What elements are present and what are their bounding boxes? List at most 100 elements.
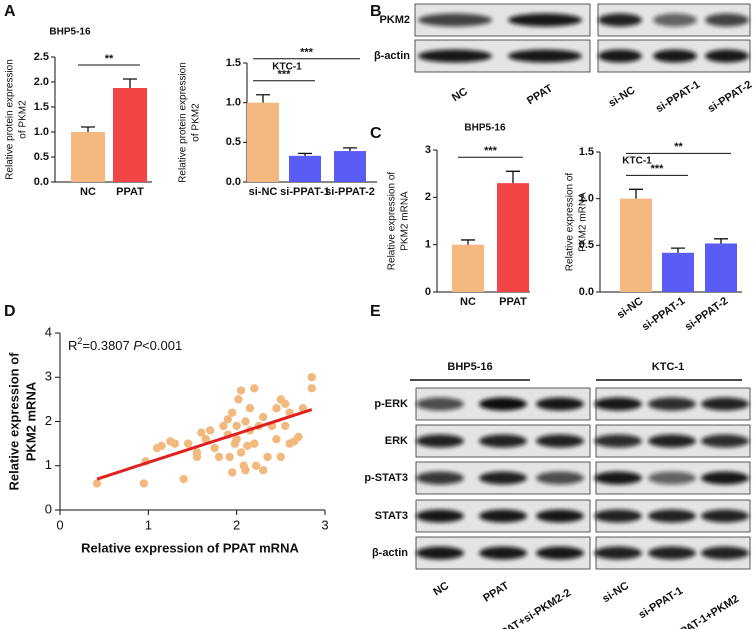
blot-band	[701, 397, 749, 411]
point	[236, 448, 246, 457]
annotation-part: P	[133, 338, 142, 353]
point	[251, 461, 261, 470]
y-tick-label: 1	[425, 239, 431, 251]
row-label: PKM2	[379, 14, 410, 26]
bar	[620, 198, 652, 292]
blot-band	[701, 546, 749, 560]
y-tick-label: 1.5	[579, 146, 594, 158]
annotation-part: R	[68, 338, 77, 353]
point	[258, 412, 268, 422]
point	[219, 421, 228, 431]
significance-label: ***	[300, 47, 314, 59]
column-label: NC	[450, 86, 470, 105]
row-label: STAT3	[375, 510, 408, 522]
y-tick-label: 4	[45, 324, 52, 339]
y-axis-label: Relative protein expression	[5, 59, 16, 180]
point	[201, 435, 210, 444]
fit-line	[96, 408, 313, 481]
blot-band	[479, 434, 527, 448]
x-axis-label: Relative expression of PPAT mRNA	[81, 540, 299, 555]
point	[236, 386, 246, 395]
significance-label: ***	[484, 145, 498, 157]
y-tick-label: 0.5	[226, 136, 241, 148]
point	[241, 417, 250, 426]
error-bar	[671, 247, 685, 253]
error-bar	[256, 94, 270, 103]
blot-band	[418, 49, 492, 63]
point	[307, 384, 316, 393]
point	[250, 384, 259, 393]
point	[263, 452, 272, 462]
point	[307, 373, 316, 382]
y-tick-label: 2	[425, 191, 431, 203]
column-label: si-PPAT-1	[637, 585, 686, 622]
point	[241, 465, 250, 475]
y-tick-label: 1.0	[579, 193, 594, 205]
point	[228, 468, 237, 477]
blot-band	[594, 471, 642, 485]
chart-title: KTC-1	[622, 156, 652, 167]
row-label: ERK	[385, 435, 408, 447]
point	[197, 428, 206, 437]
bar	[289, 155, 321, 182]
bar	[71, 132, 105, 182]
annotation: R2=0.3807 P<0.001	[68, 336, 182, 353]
blot-band	[701, 509, 749, 523]
blot-band	[701, 434, 749, 448]
blot-band	[594, 509, 642, 523]
error-bar	[123, 78, 137, 88]
y-tick-label: 2.5	[34, 51, 49, 63]
point	[281, 421, 290, 431]
x-tick-label: si-NC	[249, 186, 278, 198]
error-bar	[714, 238, 728, 244]
x-tick-label: 1	[145, 517, 152, 532]
bar	[705, 243, 737, 292]
blot-band	[479, 397, 527, 411]
column-label: si-PPAT-2	[706, 79, 753, 116]
y-tick-label: 0	[425, 286, 431, 298]
y-tick-label: 1.0	[226, 97, 241, 109]
group-label: BHP5-16	[447, 361, 492, 373]
y-axis-label: Relative expression of	[6, 352, 21, 491]
annotation-part: <0.001	[142, 338, 182, 353]
bar	[113, 88, 147, 182]
y-tick-label: 1.5	[34, 101, 49, 113]
blot-band	[416, 397, 464, 411]
panel-letter: A	[4, 3, 16, 20]
significance-label: ***	[651, 163, 665, 175]
column-label: si-PPAT-1	[654, 79, 703, 116]
panel-letter: E	[370, 303, 381, 320]
blot-band	[648, 509, 696, 523]
x-tick-label: PPAT	[116, 186, 144, 198]
blot-band	[594, 434, 642, 448]
y-axis-label: of PKM2	[191, 103, 202, 142]
x-tick-label: 2	[233, 517, 240, 532]
y-tick-label: 0.0	[226, 176, 241, 188]
blot-band	[536, 434, 584, 448]
blot-band	[705, 13, 749, 27]
x-tick-label: si-PPAT-1	[280, 186, 330, 198]
bar	[497, 183, 529, 292]
blot-band	[536, 471, 584, 485]
y-tick-label: 2	[45, 413, 52, 428]
point	[205, 426, 215, 435]
point	[183, 439, 193, 448]
y-axis-label: PKM2 mRNA	[578, 192, 589, 252]
blot-band	[536, 546, 584, 560]
blot-band	[648, 397, 696, 411]
panel-letter: C	[370, 125, 382, 142]
point	[192, 448, 202, 457]
point	[272, 404, 281, 413]
point	[139, 479, 149, 488]
blot-band	[508, 13, 582, 27]
point	[225, 452, 234, 462]
y-axis-label: PKM2 mRNA	[400, 191, 411, 251]
point	[250, 439, 259, 448]
point	[179, 474, 188, 484]
blot-band	[598, 49, 642, 63]
point	[276, 452, 286, 462]
row-label: β-actin	[374, 50, 410, 62]
significance-label: ***	[278, 69, 292, 81]
y-tick-label: 3	[425, 144, 431, 156]
